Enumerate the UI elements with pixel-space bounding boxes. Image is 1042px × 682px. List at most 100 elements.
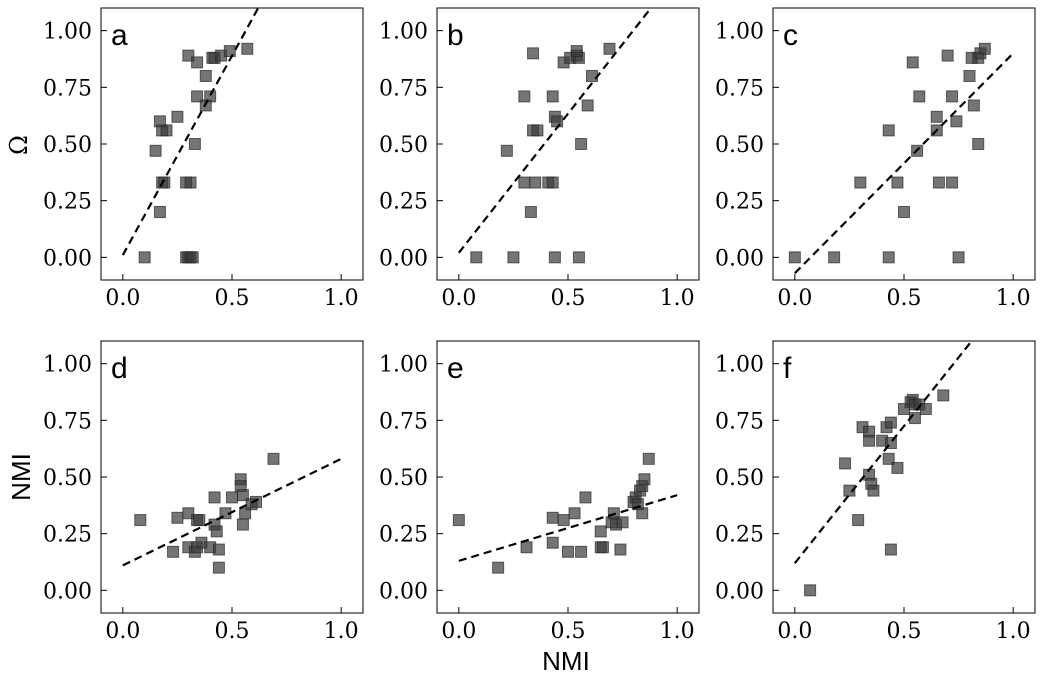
data-point (531, 124, 544, 137)
data-point (527, 47, 540, 60)
y-tick-label: 0.75 (715, 76, 764, 101)
data-point (891, 461, 904, 474)
y-tick-label: 0.25 (43, 523, 92, 548)
y-tick-label: 0.75 (43, 76, 92, 101)
y-tick-label: 1.00 (43, 353, 92, 378)
ylabel-top: Ω (5, 135, 33, 155)
data-point (572, 251, 585, 264)
y-tick-label: 1.00 (715, 20, 764, 45)
data-point (223, 45, 236, 58)
x-tick-label: 1.0 (996, 619, 1031, 644)
data-point (638, 473, 651, 486)
data-point (614, 543, 627, 556)
ylabel-bottom: NMI (6, 453, 36, 501)
panels-group: 0.0 0.5 1.00.000.250.500.751.00 a0.0 0.5 1.00… (43, 7, 1036, 644)
data-point (191, 90, 204, 103)
data-point (946, 90, 959, 103)
data-point (839, 457, 852, 470)
data-point (153, 115, 166, 128)
data-point (882, 251, 895, 264)
y-tick-label: 0.50 (43, 133, 92, 158)
data-point (570, 45, 583, 58)
data-point (596, 541, 609, 554)
x-tick-label: 0.0 (441, 619, 476, 644)
data-point (188, 138, 201, 150)
y-tick-label: 0.75 (43, 409, 92, 434)
data-point (932, 176, 945, 189)
panel-c: 0.0 0.5 1.0 0.00 0.25 0.50 0.75 1.00 c (715, 7, 1036, 311)
data-point (171, 511, 184, 524)
data-point (575, 545, 588, 558)
data-point (520, 541, 533, 554)
data-point (546, 90, 559, 103)
plot-frame (772, 7, 1036, 281)
data-point (978, 42, 991, 55)
xlabel: NMI (542, 646, 590, 676)
data-point (579, 491, 592, 504)
data-point (586, 70, 599, 82)
data-point (843, 484, 856, 497)
panel-letter: f (783, 352, 792, 385)
x-tick-label: 1.0 (324, 286, 359, 311)
y-tick-label: 0.75 (379, 76, 428, 101)
y-tick-label: 0.75 (715, 409, 764, 434)
data-point (267, 452, 280, 465)
data-point (524, 206, 537, 218)
y-tick-label: 0.00 (715, 246, 764, 271)
x-tick-label: 0.0 (105, 619, 140, 644)
y-tick-label: 0.25 (715, 523, 764, 548)
plot-frame (436, 340, 700, 614)
plot-frame (436, 7, 700, 281)
data-point (884, 416, 897, 429)
data-point (867, 484, 880, 497)
y-tick-label: 0.50 (379, 133, 428, 158)
data-point (575, 138, 588, 150)
data-point (952, 251, 965, 264)
x-tick-label: 0.5 (215, 619, 250, 644)
data-point (863, 434, 876, 447)
y-tick-label: 0.00 (379, 246, 428, 271)
data-point (204, 90, 217, 103)
plot-frame (100, 340, 364, 614)
data-point (568, 507, 581, 520)
plot-frame (100, 7, 364, 281)
y-tick-label: 0.25 (43, 190, 92, 215)
y-tick-label: 0.50 (715, 466, 764, 491)
y-tick-label: 0.00 (379, 579, 428, 604)
data-point (884, 437, 897, 449)
data-point (167, 545, 180, 558)
x-tick-label: 0.0 (777, 619, 812, 644)
y-tick-label: 0.50 (379, 466, 428, 491)
y-tick-label: 0.25 (715, 190, 764, 215)
panel-letter: c (783, 19, 798, 52)
x-tick-label: 0.5 (887, 286, 922, 311)
x-tick-label: 0.5 (551, 619, 586, 644)
data-point (548, 251, 561, 264)
data-point (160, 124, 173, 137)
x-tick-label: 0.5 (887, 619, 922, 644)
data-point (208, 491, 221, 504)
y-tick-label: 0.00 (43, 246, 92, 271)
data-point (616, 516, 629, 529)
y-tick-label: 0.50 (43, 466, 92, 491)
x-tick-label: 0.0 (441, 286, 476, 311)
data-point (529, 176, 542, 189)
x-tick-label: 0.0 (105, 286, 140, 311)
data-point (470, 251, 483, 264)
data-point (212, 543, 225, 556)
data-point (919, 403, 932, 415)
data-point (546, 536, 559, 549)
data-point (236, 518, 249, 531)
panel-e: 0.0 0.5 1.0 0.00 0.25 0.50 0.75 1.00 e (379, 340, 700, 644)
y-tick-label: 0.00 (43, 579, 92, 604)
data-point (153, 206, 166, 218)
data-point (500, 144, 513, 157)
data-point (250, 495, 263, 508)
x-tick-label: 1.0 (996, 286, 1031, 311)
data-point (581, 99, 594, 112)
data-point (452, 514, 465, 527)
fit-line (457, 8, 652, 254)
fit-line (122, 457, 342, 567)
data-point (182, 507, 195, 520)
